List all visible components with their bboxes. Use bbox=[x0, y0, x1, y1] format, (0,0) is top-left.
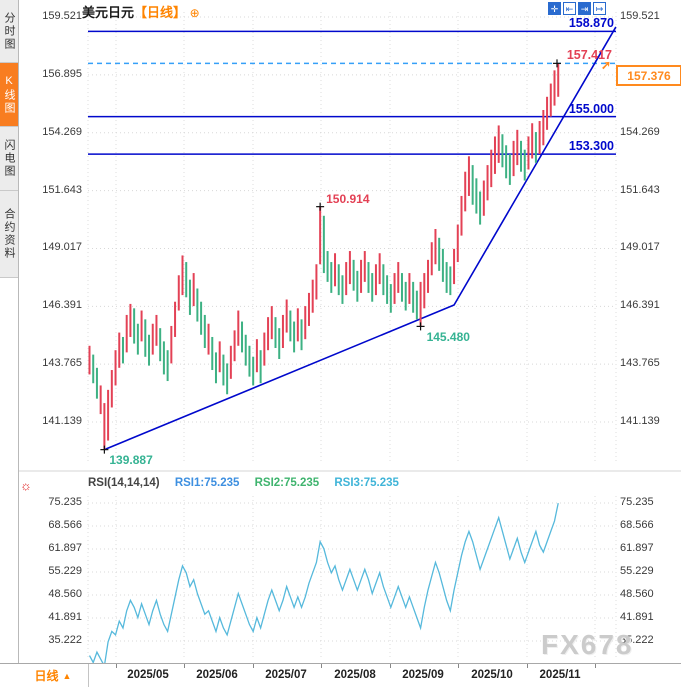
rsi3-value: RSI3:75.235 bbox=[334, 477, 399, 489]
y-axis-label: 156.895 bbox=[42, 67, 82, 80]
sidebar-tab-lightning-chart[interactable]: 闪电图 bbox=[0, 127, 18, 191]
chart-plot-area[interactable] bbox=[88, 10, 616, 462]
hline-price-label: 158.870 bbox=[568, 16, 614, 31]
compress-axis-icon[interactable]: ⇤ bbox=[563, 2, 576, 15]
x-axis-tick bbox=[390, 664, 391, 668]
period-tag: 【日线】 bbox=[134, 5, 187, 20]
x-axis-date-label: 2025/07 bbox=[265, 669, 307, 681]
chart-toolbar: ✛ ⇤ ⇥ ↦ bbox=[548, 2, 606, 15]
pan-right-icon[interactable]: ↦ bbox=[593, 2, 606, 15]
y-axis-label: 151.643 bbox=[42, 183, 82, 196]
y-axis-label: 146.391 bbox=[42, 299, 82, 312]
rsi-y-axis-label-right: 35.222 bbox=[620, 634, 654, 647]
rsi-y-axis-label: 41.891 bbox=[48, 611, 82, 624]
swing-high-label: 150.914 bbox=[326, 191, 370, 206]
x-axis-date-label: 2025/09 bbox=[402, 669, 444, 681]
y-axis-label-right: 159.521 bbox=[620, 10, 660, 22]
x-axis-tick bbox=[595, 664, 596, 668]
x-axis-bar: 日线 ▲ 2025/05 2025/06 2025/07 2025/08 2025/09… bbox=[0, 663, 681, 688]
rsi1-value: RSI1:75.235 bbox=[174, 477, 240, 489]
symbol-name: 美元日元 bbox=[82, 5, 135, 20]
period-selector[interactable]: 日线 ▲ bbox=[18, 664, 89, 687]
sidebar-tab-contract-info[interactable]: 合约资料 bbox=[0, 191, 18, 278]
rsi-y-axis-label: 61.897 bbox=[48, 542, 82, 554]
current-price-box: 157.376 bbox=[616, 65, 681, 87]
rsi-y-axis-label-right: 61.897 bbox=[620, 542, 654, 554]
y-axis-label-right: 141.139 bbox=[620, 415, 660, 428]
hline-price-label: 155.000 bbox=[568, 101, 614, 116]
y-axis-label-right: 154.269 bbox=[620, 125, 660, 138]
y-axis-label-right: 151.643 bbox=[620, 183, 660, 196]
rsi-y-axis-label-right: 75.235 bbox=[620, 496, 654, 508]
y-axis-label: 154.269 bbox=[42, 125, 82, 138]
rsi-y-axis-label: 55.229 bbox=[48, 565, 82, 577]
rsi-y-axis-label-right: 55.229 bbox=[620, 565, 654, 577]
y-axis-label: 149.017 bbox=[42, 241, 82, 254]
x-axis-tick bbox=[116, 664, 117, 668]
x-axis-date-label: 2025/06 bbox=[196, 669, 238, 681]
x-axis-date-label: 2025/05 bbox=[127, 669, 169, 681]
y-axis-label-right: 143.765 bbox=[620, 357, 660, 370]
rsi-header: RSI(14,14,14) RSI1:75.235 RSI2:75.235 RS… bbox=[88, 477, 411, 489]
sidebar-tab-kline-chart[interactable]: K线图 bbox=[0, 63, 18, 127]
x-axis-date-label: 2025/08 bbox=[334, 669, 376, 681]
x-axis-tick bbox=[184, 664, 185, 668]
expand-axis-icon[interactable]: ⇥ bbox=[578, 2, 591, 15]
y-axis-label: 159.521 bbox=[42, 10, 82, 22]
swing-low-label: 145.480 bbox=[426, 330, 470, 345]
rsi-name: RSI(14,14,14) bbox=[88, 477, 160, 489]
hline-price-label: 153.300 bbox=[568, 139, 614, 154]
y-axis-label-right: 149.017 bbox=[620, 241, 660, 254]
y-axis-label: 143.765 bbox=[42, 357, 82, 370]
x-axis-tick bbox=[458, 664, 459, 668]
indicator-settings-icon[interactable]: ☼ bbox=[20, 478, 32, 493]
rsi-y-axis-label: 68.566 bbox=[48, 519, 82, 531]
period-label: 日线 bbox=[34, 669, 59, 683]
x-axis-date-label: 2025/10 bbox=[471, 669, 513, 681]
rsi-y-axis-label-right: 48.560 bbox=[620, 588, 654, 600]
watermark: FX678 bbox=[541, 629, 634, 660]
swing-low-label: 139.887 bbox=[109, 452, 153, 467]
chart-title: 美元日元【日线】 ⊕ bbox=[82, 2, 200, 21]
sidebar-tab-time-chart[interactable]: 分时图 bbox=[0, 0, 18, 63]
x-axis-date-label: 2025/11 bbox=[539, 669, 581, 681]
price-arrow-icon: ➚ bbox=[601, 58, 612, 73]
sidebar: 分时图 K线图 闪电图 合约资料 bbox=[0, 0, 19, 687]
crosshair-icon[interactable]: ✛ bbox=[548, 2, 561, 15]
expand-icon[interactable]: ⊕ bbox=[189, 6, 200, 20]
rsi2-value: RSI2:75.235 bbox=[254, 477, 320, 489]
x-axis-tick bbox=[253, 664, 254, 668]
y-axis-label: 141.139 bbox=[42, 415, 82, 428]
rsi-y-axis-label: 48.560 bbox=[48, 588, 82, 600]
rsi-y-axis-label-right: 68.566 bbox=[620, 519, 654, 531]
rsi-y-axis-label-right: 41.891 bbox=[620, 611, 654, 624]
x-axis-tick bbox=[527, 664, 528, 668]
rsi-y-axis-label: 75.235 bbox=[48, 496, 82, 508]
y-axis-label-right: 146.391 bbox=[620, 299, 660, 312]
x-axis-tick bbox=[321, 664, 322, 668]
period-arrow-icon: ▲ bbox=[62, 670, 72, 681]
rsi-y-axis-label: 35.222 bbox=[48, 634, 82, 647]
